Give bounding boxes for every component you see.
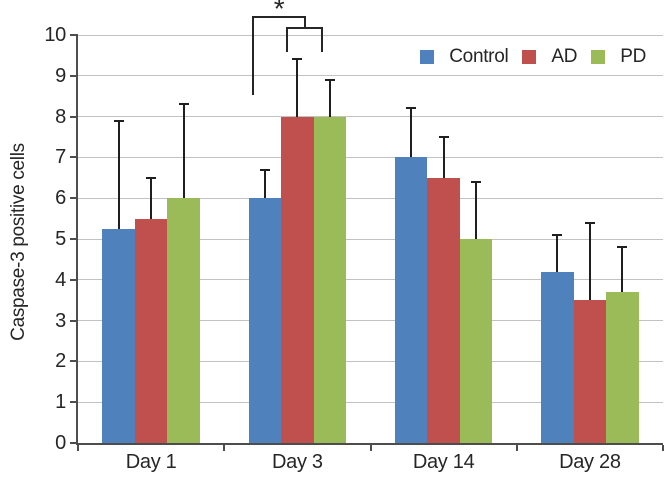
bar-pd-day28 — [606, 292, 639, 443]
y-tick — [70, 197, 76, 200]
y-tick — [70, 442, 76, 444]
x-tick — [515, 445, 518, 451]
error-bar-cap — [584, 221, 595, 224]
error-bar-cap — [617, 246, 628, 249]
y-tick — [70, 115, 76, 118]
y-tick-label: 8 — [55, 105, 66, 128]
bar-pd-day3 — [313, 116, 347, 443]
x-tick-label: Day 3 — [272, 451, 323, 473]
legend: Control AD PD — [420, 47, 646, 67]
y-tick-label: 0 — [55, 432, 66, 454]
x-axis-line — [76, 443, 663, 445]
legend-label: Control — [449, 46, 509, 67]
gridline — [78, 197, 663, 199]
y-axis-title: Caspase-3 positive cells — [8, 143, 29, 341]
bar-ad-day3 — [281, 116, 314, 443]
y-tick-label: 2 — [55, 350, 66, 373]
bar-ad-day1 — [134, 218, 168, 443]
legend-swatch-control — [420, 50, 435, 64]
y-tick-label: 9 — [55, 64, 66, 87]
legend-item-ad: AD — [522, 46, 578, 67]
y-tick — [70, 34, 76, 36]
error-bar — [410, 108, 413, 158]
bar-control-day3 — [248, 198, 282, 443]
error-bar — [117, 120, 120, 229]
y-tick — [70, 278, 76, 281]
y-tick-label: 3 — [55, 309, 66, 332]
x-tick-label: Day 1 — [125, 451, 177, 473]
error-bar-cap — [324, 78, 335, 81]
error-bar-cap — [113, 119, 124, 122]
error-bar — [475, 181, 478, 239]
legend-item-control: Control — [420, 46, 509, 67]
legend-label: PD — [620, 46, 646, 67]
error-bar — [182, 104, 185, 199]
error-bar — [263, 169, 266, 199]
x-tick — [223, 445, 226, 451]
gridline — [78, 320, 663, 322]
error-bar-cap — [438, 136, 449, 138]
error-bar — [621, 247, 624, 293]
error-bar — [150, 177, 153, 219]
gridline — [78, 156, 663, 158]
error-bar — [588, 222, 591, 301]
legend-swatch-ad — [522, 50, 537, 64]
error-bar-cap — [292, 58, 303, 61]
bar-pd-day14 — [459, 239, 493, 443]
y-tick — [70, 360, 76, 363]
bar-control-day14 — [394, 157, 428, 443]
y-tick-label: 7 — [55, 146, 66, 169]
y-tick-label: 5 — [55, 228, 66, 250]
error-bar — [296, 59, 299, 117]
y-tick-label: 6 — [55, 187, 66, 210]
gridline — [78, 279, 663, 281]
gridline — [78, 75, 663, 77]
y-tick — [70, 156, 76, 159]
gridline — [78, 116, 663, 118]
gridline — [78, 401, 663, 403]
gridline — [78, 34, 663, 36]
x-tick — [662, 445, 664, 451]
x-tick-label: Day 28 — [559, 451, 621, 473]
bar-pd-day1 — [167, 198, 200, 443]
x-tick-label: Day 14 — [412, 451, 475, 473]
y-tick — [70, 401, 76, 404]
error-bar-cap — [178, 103, 189, 106]
bar-ad-day14 — [427, 177, 460, 443]
x-tick — [77, 445, 79, 451]
y-tick-label: 4 — [55, 268, 66, 291]
error-bar-cap — [471, 180, 482, 183]
legend-item-pd: PD — [591, 47, 646, 67]
error-bar-cap — [406, 107, 417, 110]
error-bar-cap — [259, 168, 270, 171]
error-bar-cap — [552, 233, 563, 236]
y-tick — [70, 319, 76, 322]
significance-asterisk: * — [273, 0, 285, 24]
bar-control-day28 — [541, 271, 574, 443]
legend-swatch-pd — [591, 50, 606, 64]
gridline — [78, 360, 663, 362]
error-bar — [556, 234, 559, 272]
y-tick — [70, 74, 76, 77]
gridline — [78, 238, 663, 240]
x-tick — [369, 445, 372, 451]
error-bar-cap — [146, 176, 157, 179]
y-tick-label: 1 — [55, 391, 66, 414]
bar-ad-day28 — [573, 300, 607, 443]
error-bar — [328, 79, 331, 117]
bar-control-day1 — [102, 228, 135, 443]
error-bar — [442, 137, 445, 178]
y-tick-label: 10 — [44, 24, 66, 46]
y-axis-line — [76, 34, 78, 445]
legend-label: AD — [551, 46, 578, 67]
y-tick — [70, 238, 76, 240]
